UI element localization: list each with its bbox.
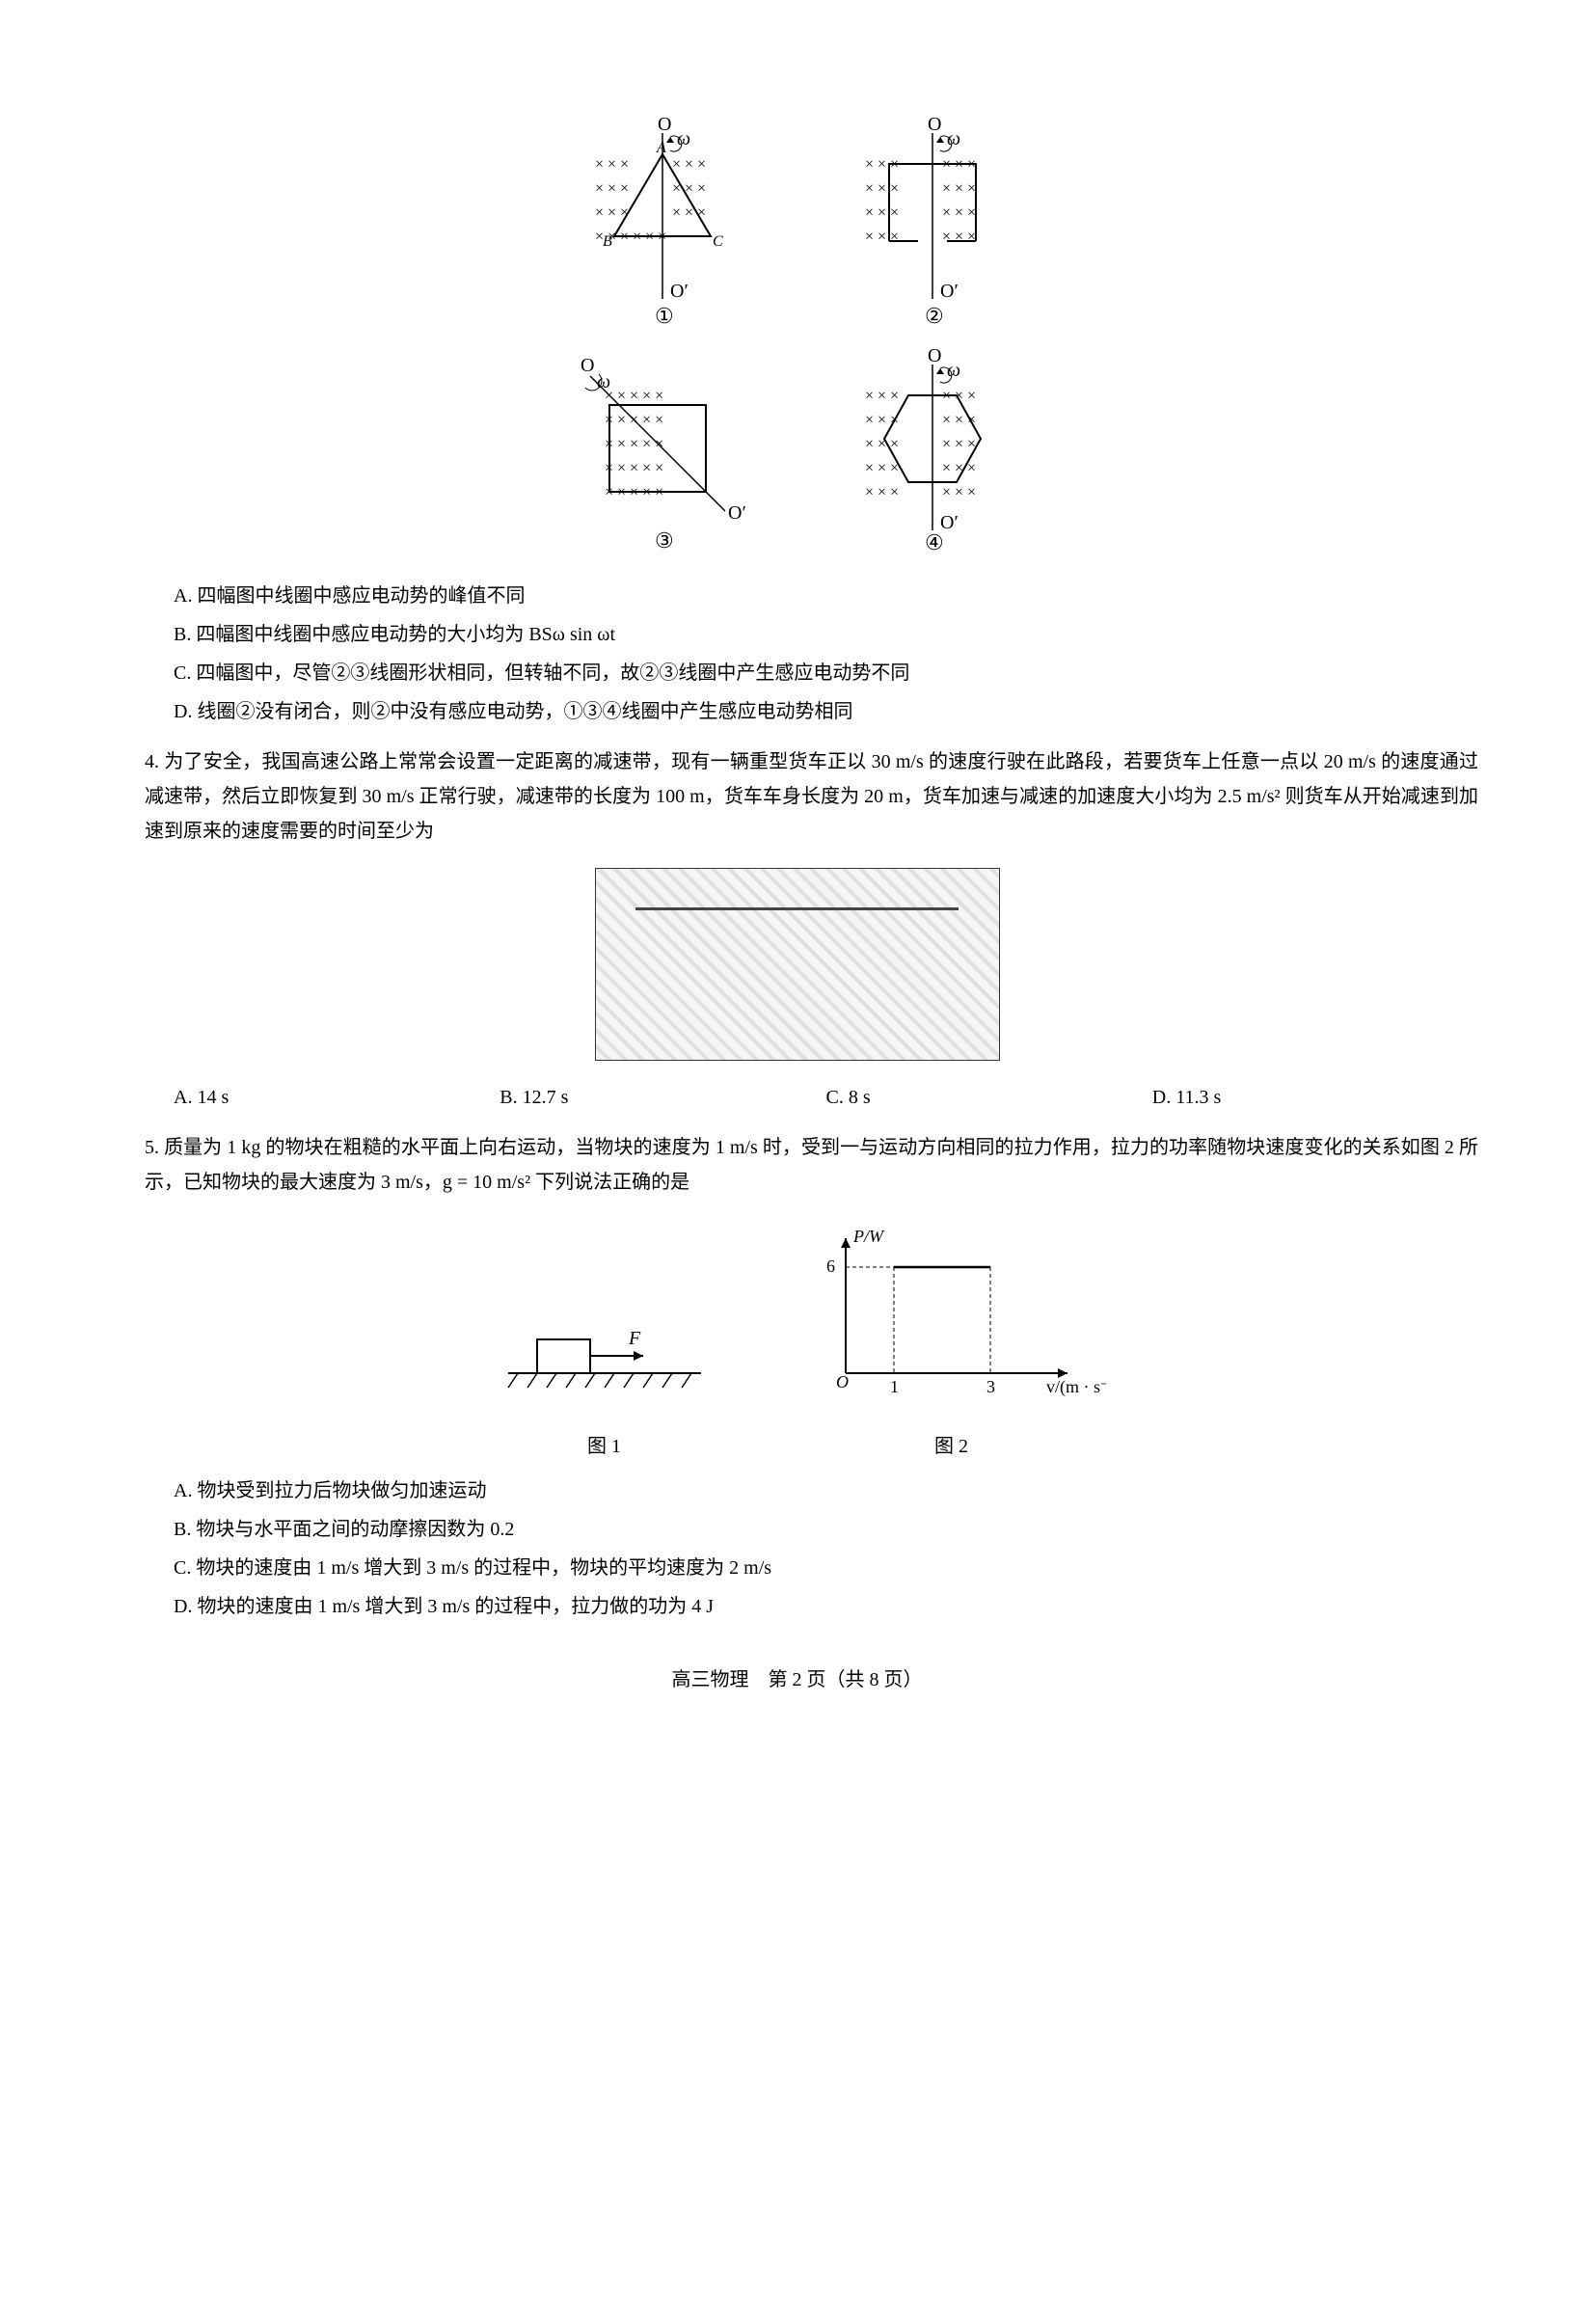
q5-fig2-chart: P/W v/(m · s⁻¹) O 6 1 3	[797, 1219, 1106, 1412]
origin-label: O	[836, 1372, 849, 1392]
question-4: 4. 为了安全，我国高速公路上常常会设置一定距离的减速带，现有一辆重型货车正以 …	[116, 744, 1478, 849]
svg-text:× × ×: × × ×	[942, 484, 976, 500]
q5-fig1-wrap: F 图 1	[489, 1296, 720, 1464]
svg-text:× × ×: × × ×	[942, 436, 976, 452]
q3-diagram-4: O ω × × × × × × × × × × × × × × × × × × × ×…	[826, 347, 1039, 559]
circ-3: ③	[655, 528, 674, 553]
page-footer: 高三物理 第 2 页（共 8 页）	[116, 1662, 1478, 1697]
q5-option-A: A. 物块受到拉力后物块做匀加速运动	[174, 1473, 1478, 1508]
field-marks: × × ×× × × × × ×× × × × × ×× × × × × ×× …	[865, 156, 976, 245]
q4-options: A. 14 s B. 12.7 s C. 8 s D. 11.3 s	[174, 1080, 1478, 1115]
q5-fig1-label: 图 1	[489, 1429, 720, 1464]
label-Oprime: O′	[670, 281, 689, 302]
ytick-6: 6	[826, 1257, 835, 1276]
svg-text:× × ×: × × ×	[865, 180, 899, 197]
svg-text:× × × × ×: × × × × ×	[605, 388, 663, 404]
svg-text:× × ×: × × ×	[865, 436, 899, 452]
q4-photo	[595, 868, 1000, 1061]
q3-option-D: D. 线圈②没有闭合，则②中没有感应电动势，①③④线圈中产生感应电动势相同	[174, 694, 1478, 729]
q5-fig1: F	[489, 1296, 720, 1412]
q3-option-C: C. 四幅图中，尽管②③线圈形状相同，但转轴不同，故②③线圈中产生感应电动势不同	[174, 656, 1478, 690]
label-B: B	[603, 233, 612, 250]
svg-text:× × × × ×: × × × × ×	[605, 412, 663, 428]
label-C: C	[713, 233, 723, 250]
xtick-3: 3	[986, 1377, 995, 1396]
svg-text:× × ×: × × ×	[595, 180, 629, 197]
q5-text: 质量为 1 kg 的物块在粗糙的水平面上向右运动，当物块的速度为 1 m/s 时…	[145, 1137, 1478, 1193]
q3-option-A: A. 四幅图中线圈中感应电动势的峰值不同	[174, 579, 1478, 613]
q3-diagram-2: O ω × × ×× × × × × ×× × × × × ×× × × × ×…	[826, 116, 1039, 328]
label-omega: ω	[947, 360, 960, 381]
xtick-1: 1	[890, 1377, 899, 1396]
label-A: A	[656, 140, 666, 156]
q5-fig2-wrap: P/W v/(m · s⁻¹) O 6 1 3 图 2	[797, 1219, 1106, 1464]
svg-text:× × ×: × × ×	[595, 156, 629, 173]
label-O: O	[581, 355, 594, 376]
label-Oprime: O′	[940, 281, 959, 302]
q4-text: 为了安全，我国高速公路上常常会设置一定距离的减速带，现有一辆重型货车正以 30 …	[145, 751, 1478, 842]
svg-text:× × ×: × × ×	[865, 460, 899, 476]
q4-option-D: D. 11.3 s	[1152, 1080, 1478, 1115]
q5-fig2-label: 图 2	[797, 1429, 1106, 1464]
svg-text:× × ×: × × ×	[942, 229, 976, 245]
svg-text:× × ×: × × ×	[942, 460, 976, 476]
svg-text:× × ×: × × ×	[865, 229, 899, 245]
svg-text:× × ×: × × ×	[865, 484, 899, 500]
label-Oprime: O′	[728, 502, 746, 524]
svg-text:× × ×: × × ×	[672, 180, 706, 197]
circ-1: ①	[655, 304, 674, 328]
svg-text:× × ×: × × ×	[942, 204, 976, 221]
svg-text:× × ×: × × ×	[672, 156, 706, 173]
x-axis-label: v/(m · s⁻¹)	[1046, 1377, 1106, 1397]
q5-number: 5.	[145, 1137, 159, 1158]
y-axis-label: P/W	[852, 1227, 885, 1246]
label-omega: ω	[947, 128, 960, 149]
q3-diagrams-right: O ω × × × × × × × × × × × × × × × × × × × ×…	[826, 116, 1039, 559]
q3-diagrams-left: O ω × × ×× × × × × ×× × × × × ×× × × × ×…	[556, 116, 769, 559]
svg-text:× × ×: × × ×	[865, 388, 899, 404]
q3-diagrams: O ω × × × × × × × × × × × × × × × × × × × ×…	[116, 116, 1478, 559]
question-5: 5. 质量为 1 kg 的物块在粗糙的水平面上向右运动，当物块的速度为 1 m/…	[116, 1130, 1478, 1200]
q5-F-label: F	[628, 1328, 641, 1349]
q3-diagram-1: O ω × × ×× × × × × ×× × × × × ×× × × × ×…	[556, 116, 769, 328]
label-O: O	[658, 116, 671, 135]
label-O: O	[928, 116, 941, 135]
svg-text:× × × × ×: × × × × ×	[605, 460, 663, 476]
hatching	[508, 1373, 691, 1388]
q4-option-A: A. 14 s	[174, 1080, 500, 1115]
q3-option-B: B. 四幅图中线圈中感应电动势的大小均为 BSω sin ωt	[174, 617, 1478, 652]
q4-option-C: C. 8 s	[826, 1080, 1152, 1115]
svg-text:× × ×: × × ×	[942, 180, 976, 197]
q5-figures: F 图 1 P/W v/(m · s⁻¹) O 6 1 3 图 2	[116, 1219, 1478, 1464]
field-marks: × × ×× × × × × ×× × × × × ×× × × × × ×× …	[865, 388, 976, 500]
q4-number: 4.	[145, 751, 159, 772]
svg-text:× × × × ×: × × × × ×	[605, 436, 663, 452]
q5-option-D: D. 物块的速度由 1 m/s 增大到 3 m/s 的过程中，拉力做的功为 4 …	[174, 1589, 1478, 1624]
svg-text:× × ×: × × ×	[865, 204, 899, 221]
q5-option-B: B. 物块与水平面之间的动摩擦因数为 0.2	[174, 1512, 1478, 1547]
label-omega: ω	[677, 128, 690, 149]
circ-4: ④	[925, 530, 944, 554]
q4-option-B: B. 12.7 s	[500, 1080, 825, 1115]
circ-2: ②	[925, 304, 944, 328]
label-O: O	[928, 347, 941, 366]
q3-diagram-3: O ω × × × × × × × × × × × × × × × × × × …	[556, 347, 769, 559]
q5-option-C: C. 物块的速度由 1 m/s 增大到 3 m/s 的过程中，物块的平均速度为 …	[174, 1551, 1478, 1585]
